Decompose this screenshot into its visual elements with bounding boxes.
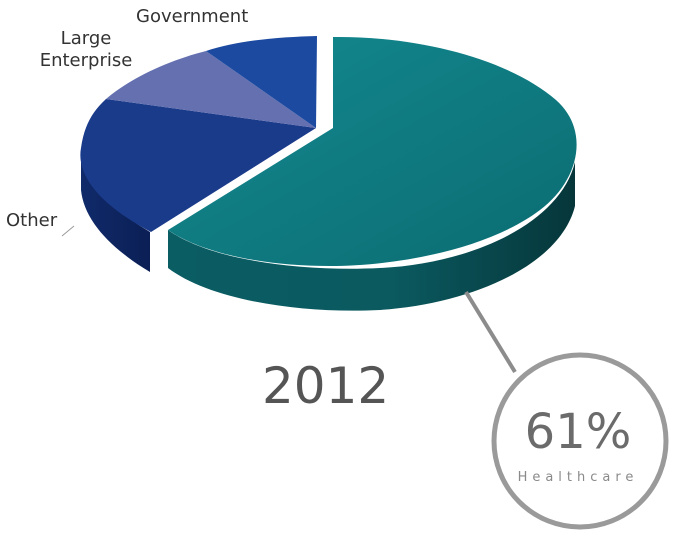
callout-connector [464, 290, 517, 374]
pie-side-other [81, 150, 150, 272]
pie-side-healthcare [168, 162, 575, 311]
label-other: Other [6, 210, 58, 231]
pie-slice-healthcare [168, 36, 577, 267]
callout-percentage: 61% [524, 404, 632, 460]
chart-year-title: 2012 [262, 357, 390, 415]
pie-slice-large-enterprise [106, 51, 316, 128]
callout-circle [491, 352, 669, 530]
callout-category: Healthcare [517, 470, 639, 485]
label-government: Government [136, 6, 249, 27]
pie-slice-government [206, 36, 317, 128]
other-leader-line [61, 225, 75, 237]
pie-slice-other [80, 99, 316, 232]
label-large-enterprise: Large Enterprise [39, 28, 133, 71]
